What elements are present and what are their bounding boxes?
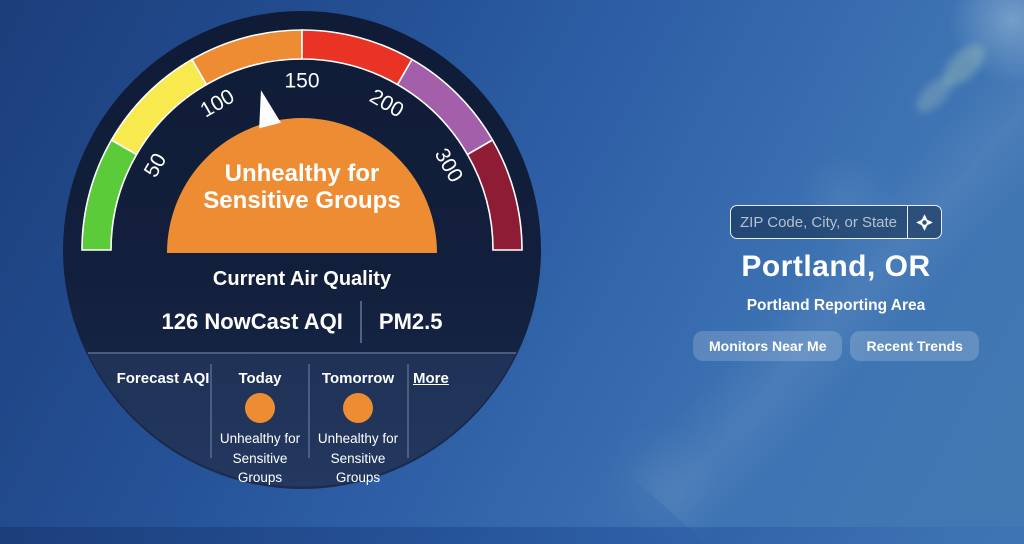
reporting-area-label: Portland Reporting Area (746, 297, 926, 314)
location-search-box (730, 205, 942, 239)
current-aqi-value: 126 NowCast AQI (162, 309, 343, 335)
current-aqi-row: 126 NowCast AQI PM2.5 (102, 301, 502, 343)
location-title: Portland, OR (741, 250, 931, 283)
aqi-value-label: NowCast AQI (204, 309, 343, 334)
location-buttons: Monitors Near Me Recent Trends (686, 331, 986, 361)
gauge-category-dome (167, 118, 437, 253)
divider (359, 301, 362, 343)
gps-crosshair-icon (916, 213, 933, 231)
location-panel: Portland, OR Portland Reporting Area Mon… (686, 205, 986, 361)
forecast-aqi-heading: Forecast AQI (116, 370, 210, 387)
locate-me-button[interactable] (907, 206, 941, 238)
forecast-tomorrow-category: Unhealthy for Sensitive Groups (317, 431, 399, 486)
gauge-forecast-chord (87, 352, 517, 487)
aqi-number: 126 (161, 309, 199, 334)
forecast-today-label: Today (238, 370, 282, 387)
divider (210, 364, 212, 458)
divider (308, 364, 310, 458)
forecast-more-wrap: More (413, 370, 473, 388)
monitors-near-me-button[interactable]: Monitors Near Me (693, 331, 843, 361)
forecast-tomorrow-label: Tomorrow (321, 370, 395, 387)
recent-trends-button[interactable]: Recent Trends (850, 331, 979, 361)
forecast-tomorrow-column: Tomorrow Unhealthy for Sensitive Groups (311, 370, 405, 488)
gauge-tick-label: 150 (284, 69, 319, 92)
forecast-more-link[interactable]: More (413, 370, 449, 387)
forecast-today-column: Today Unhealthy for Sensitive Groups (214, 370, 306, 488)
forecast-tomorrow-aqi-dot (343, 393, 373, 423)
gauge-needle (259, 90, 281, 129)
aqi-category-label: Unhealthy for Sensitive Groups (203, 160, 401, 215)
current-pollutant: PM2.5 (378, 309, 443, 334)
divider (407, 364, 409, 458)
location-search-input[interactable] (731, 206, 907, 238)
forecast-section-divider (88, 352, 516, 354)
forecast-today-category: Unhealthy for Sensitive Groups (219, 431, 301, 486)
current-air-quality-heading: Current Air Quality (212, 268, 392, 290)
gauge-segment (466, 138, 523, 251)
forecast-today-aqi-dot (245, 393, 275, 423)
